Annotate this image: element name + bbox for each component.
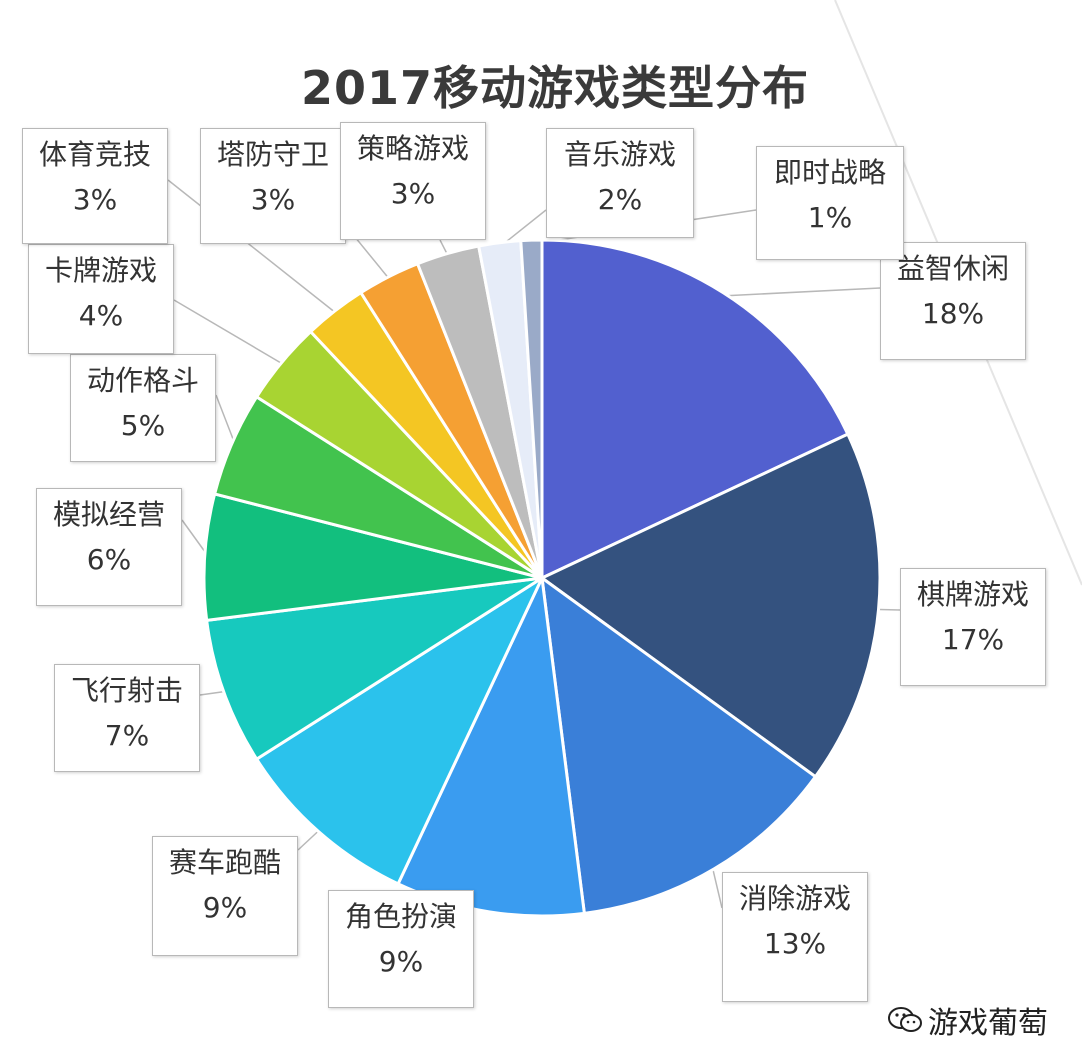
slice-callout: 卡牌游戏 4% xyxy=(28,244,174,354)
slice-label: 消除游戏 xyxy=(738,882,851,915)
slice-callout: 棋牌游戏 17% xyxy=(900,568,1046,686)
slice-value-label: 9% xyxy=(378,944,424,978)
pie-slice xyxy=(519,238,544,580)
slice-callout: 音乐游戏 2% xyxy=(546,128,694,238)
slice-label: 赛车跑酷 xyxy=(168,846,281,879)
slice-label: 棋牌游戏 xyxy=(916,578,1029,611)
pie-slice xyxy=(202,492,544,622)
slice-label: 益智休闲 xyxy=(896,252,1009,285)
slice-label: 飞行射击 xyxy=(70,674,183,707)
slice-callout: 模拟经营 6% xyxy=(36,488,182,606)
pie-slice xyxy=(396,576,586,918)
leader-line xyxy=(720,287,881,297)
slice-value-label: 4% xyxy=(78,298,124,332)
slice-label: 塔防守卫 xyxy=(216,138,329,171)
slice-callout: 消除游戏 13% xyxy=(722,872,868,1002)
slice-callout: 动作格斗 5% xyxy=(70,354,216,462)
slice-label: 卡牌游戏 xyxy=(44,254,157,287)
slice-value-label: 2% xyxy=(597,182,643,216)
slice-value-label: 13% xyxy=(763,926,827,960)
slice-label: 即时战略 xyxy=(773,156,886,189)
wechat-icon xyxy=(888,1006,922,1042)
leader-line xyxy=(173,299,285,366)
slice-callout: 角色扮演 9% xyxy=(328,890,474,1008)
slice-value-label: 3% xyxy=(250,182,296,216)
slice-value-label: 9% xyxy=(202,890,248,924)
leader-line xyxy=(167,179,338,315)
slice-value-label: 18% xyxy=(921,296,985,330)
pie-slice xyxy=(540,238,850,580)
slice-value-label: 1% xyxy=(807,200,853,234)
slice-label: 动作格斗 xyxy=(86,364,199,397)
slice-label: 音乐游戏 xyxy=(563,138,676,171)
leader-line xyxy=(215,394,237,446)
slice-callout: 赛车跑酷 9% xyxy=(152,836,298,956)
slice-callout: 策略游戏 3% xyxy=(340,122,486,240)
slice-value-label: 3% xyxy=(72,182,118,216)
slice-value-label: 17% xyxy=(941,622,1005,656)
slice-label: 模拟经营 xyxy=(52,498,165,531)
slice-label: 体育竞技 xyxy=(38,138,151,171)
slice-value-label: 5% xyxy=(120,408,166,442)
leader-line xyxy=(711,865,723,909)
footer-brand: 游戏葡萄 xyxy=(888,998,1048,1043)
slice-label: 策略游戏 xyxy=(356,132,469,165)
slice-value-label: 7% xyxy=(104,718,150,752)
slice-callout: 体育竞技 3% xyxy=(22,128,168,244)
pie-slices xyxy=(202,238,882,918)
slice-callout: 飞行射击 7% xyxy=(54,664,200,772)
slice-callout: 即时战略 1% xyxy=(756,146,904,260)
pie-slice xyxy=(540,576,817,915)
slice-callout: 益智休闲 18% xyxy=(880,242,1026,360)
footer-text: 游戏葡萄 xyxy=(928,1005,1048,1041)
chart-title: 2017移动游戏类型分布 xyxy=(300,61,810,115)
pie-slice xyxy=(205,576,544,761)
slice-callout: 塔防守卫 3% xyxy=(200,128,346,244)
slice-value-label: 3% xyxy=(390,176,436,210)
pie-slice xyxy=(255,576,544,886)
slice-label: 角色扮演 xyxy=(344,900,457,933)
slice-value-label: 6% xyxy=(86,542,132,576)
pie-slice xyxy=(540,432,882,779)
